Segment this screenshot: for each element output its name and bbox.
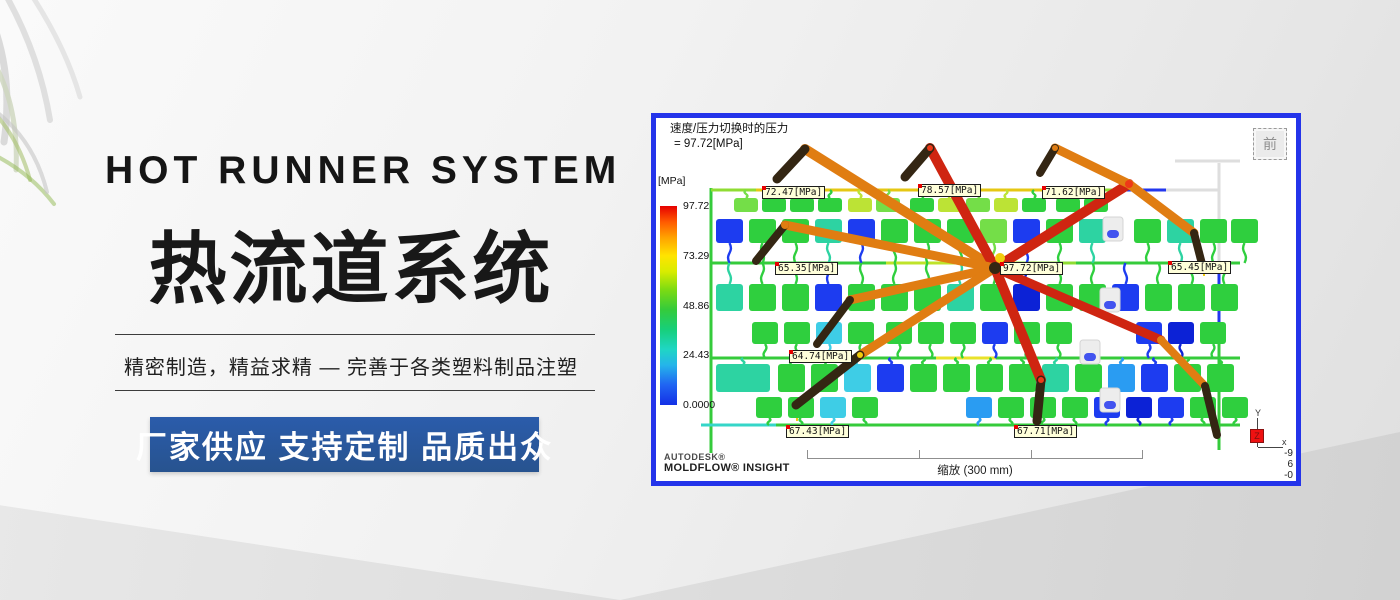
probe-label: 72.47[MPa]: [762, 186, 826, 199]
hero-block: HOT RUNNER SYSTEM 热流道系统 精密制造，精益求精 — 完善于各…: [105, 0, 622, 600]
axis-readout: -9 6 -0: [1275, 448, 1293, 481]
legend-tick: 73.29: [683, 249, 710, 262]
scale-ruler: [807, 450, 1143, 459]
autodesk-wordmark: AUTODESK®: [664, 452, 726, 462]
probe-label: 97.72[MPa]: [1000, 262, 1064, 275]
axis-x-label: x: [1282, 437, 1287, 447]
axis-readout-value: 6: [1287, 459, 1293, 470]
hero-slogan: 精密制造，精益求精 — 完善于各类塑料制品注塑: [123, 357, 579, 379]
probe-label: 71.62[MPa]: [1042, 186, 1106, 199]
probe-label: 65.35[MPa]: [775, 262, 839, 275]
hero-title-en: HOT RUNNER SYSTEM: [105, 149, 622, 192]
view-front-button[interactable]: 前: [1253, 128, 1287, 160]
legend-unit-label: [MPa]: [658, 175, 686, 187]
probe-label: 67.71[MPa]: [1014, 425, 1078, 438]
axis-y-label: Y: [1255, 408, 1262, 418]
leaf-decoration: [0, 0, 83, 206]
moldflow-logo: AUTODESK® MOLDFLOW® INSIGHT: [664, 452, 790, 474]
axis-z-cube: Z: [1250, 429, 1264, 443]
probe-label: 67.43[MPa]: [786, 425, 850, 438]
runner-system-plot: [701, 143, 1258, 453]
legend-tick: 0.0000: [683, 399, 716, 411]
divider-top: [115, 334, 595, 335]
axis-readout-value: -9: [1284, 448, 1293, 459]
probe-label: 78.57[MPa]: [918, 184, 982, 197]
probe-label: 65.45[MPa]: [1168, 261, 1232, 274]
moldflow-result-panel: 速度/压力切换时的压力 = 97.72[MPa] [MPa] 97.72 73.29…: [651, 113, 1301, 486]
legend-tick: 24.43: [683, 349, 710, 362]
plot-title: 速度/压力切换时的压力 = 97.72[MPa]: [670, 123, 789, 150]
axis-triad: Y Z x -9 6 -0: [1248, 408, 1296, 481]
legend-tick: 48.86: [683, 299, 710, 312]
hero-title-zh: 热流道系统: [148, 225, 554, 313]
cta-banner-button[interactable]: 厂家供应 支持定制 品质出众: [136, 417, 551, 472]
scale-ruler-label: 缩放 (300 mm): [937, 465, 1013, 477]
axis-x-line: [1258, 447, 1283, 448]
divider-bottom: [115, 390, 595, 391]
moldflow-wordmark: MOLDFLOW® INSIGHT: [664, 462, 790, 474]
axis-readout-value: -0: [1284, 470, 1293, 481]
legend-color-scale: [660, 206, 677, 405]
probe-label: 64.74[MPa]: [789, 350, 853, 363]
legend-tick: 97.72: [683, 200, 710, 212]
